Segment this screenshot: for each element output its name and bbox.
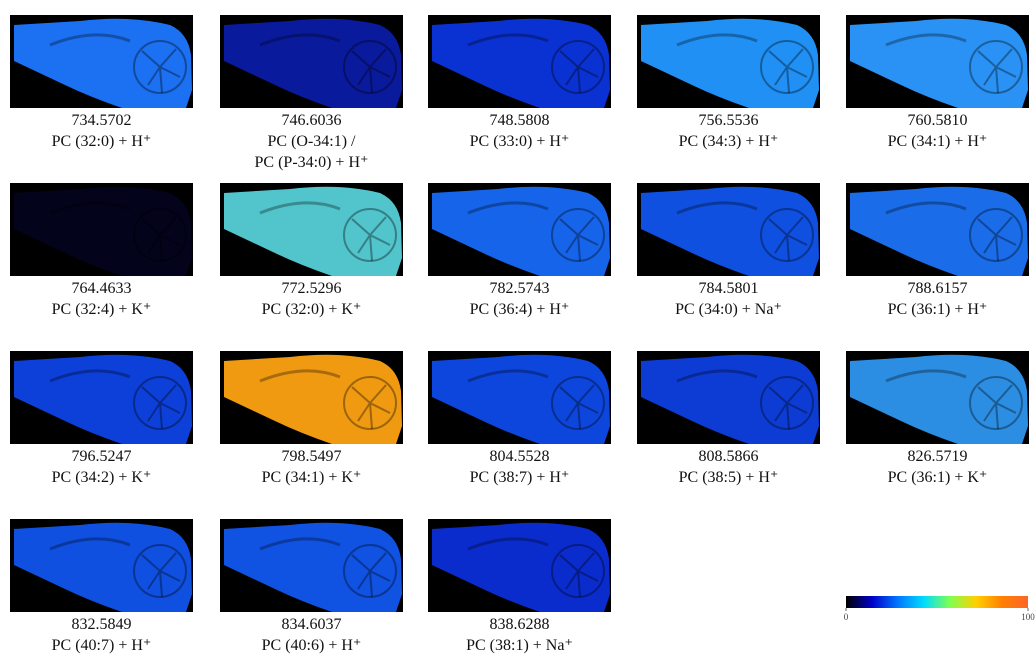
- ms-image: [637, 351, 820, 444]
- colorbar-tick-label: 0: [844, 612, 849, 622]
- lipid-label: PC (32:0) + K⁺: [262, 301, 362, 318]
- ms-image: [637, 183, 820, 276]
- ms-image: [220, 15, 403, 108]
- ms-image: [637, 15, 820, 108]
- mass-label: 746.6036: [282, 112, 342, 129]
- mass-label: 756.5536: [699, 112, 759, 129]
- mass-label: 834.6037: [282, 616, 342, 633]
- ms-image: [428, 351, 611, 444]
- mass-label: 796.5247: [72, 448, 132, 465]
- lipid-label: PC (38:5) + H⁺: [679, 469, 779, 486]
- ms-image: [428, 15, 611, 108]
- mass-label: 772.5296: [282, 280, 342, 297]
- lipid-label: PC (34:1) + K⁺: [262, 469, 362, 486]
- ms-image: [10, 351, 193, 444]
- lipid-label: PC (40:7) + H⁺: [52, 637, 152, 654]
- lipid-label: PC (36:4) + H⁺: [470, 301, 570, 318]
- mass-label: 748.5808: [490, 112, 550, 129]
- mass-label: 808.5866: [699, 448, 759, 465]
- mass-label: 760.5810: [908, 112, 968, 129]
- lipid-label: PC (33:0) + H⁺: [470, 133, 570, 150]
- colorbar-tick-label: 100: [1021, 612, 1035, 622]
- ms-image: [10, 15, 193, 108]
- lipid-label: PC (34:1) + H⁺: [888, 133, 988, 150]
- lipid-label: PC (32:4) + K⁺: [52, 301, 152, 318]
- lipid-label: PC (32:0) + H⁺: [52, 133, 152, 150]
- mass-label: 788.6157: [908, 280, 968, 297]
- mass-label: 734.5702: [72, 112, 132, 129]
- lipid-label: PC (36:1) + H⁺: [888, 301, 988, 318]
- mass-label: 798.5497: [282, 448, 342, 465]
- lipid-label: PC (O-34:1) /: [268, 133, 357, 150]
- mass-label: 838.6288: [490, 616, 550, 633]
- ms-image: [428, 519, 611, 612]
- ms-image: [846, 351, 1029, 444]
- mass-label: 832.5849: [72, 616, 132, 633]
- ms-image: [846, 15, 1029, 108]
- colorbar: [846, 596, 1028, 608]
- ms-image: [220, 183, 403, 276]
- lipid-label: PC (38:1) + Na⁺: [466, 637, 573, 654]
- lipid-label: PC (34:3) + H⁺: [679, 133, 779, 150]
- ms-image: [10, 519, 193, 612]
- lipid-label: PC (34:0) + Na⁺: [675, 301, 782, 318]
- lipid-label: PC (40:6) + H⁺: [262, 637, 362, 654]
- lipid-label: PC (38:7) + H⁺: [470, 469, 570, 486]
- figure: 734.5702 PC (32:0) + H⁺ 746.6036 PC (O-34:1…: [0, 0, 1036, 658]
- ms-image: [220, 519, 403, 612]
- lipid-label: PC (P-34:0) + H⁺: [255, 154, 369, 171]
- ms-image: [846, 183, 1029, 276]
- ms-image: [10, 183, 193, 276]
- lipid-label: PC (34:2) + K⁺: [52, 469, 152, 486]
- ms-image: [220, 351, 403, 444]
- mass-label: 826.5719: [908, 448, 968, 465]
- mass-label: 764.4633: [72, 280, 132, 297]
- lipid-label: PC (36:1) + K⁺: [888, 469, 988, 486]
- mass-label: 804.5528: [490, 448, 550, 465]
- mass-label: 782.5743: [490, 280, 550, 297]
- mass-label: 784.5801: [699, 280, 759, 297]
- ms-image: [428, 183, 611, 276]
